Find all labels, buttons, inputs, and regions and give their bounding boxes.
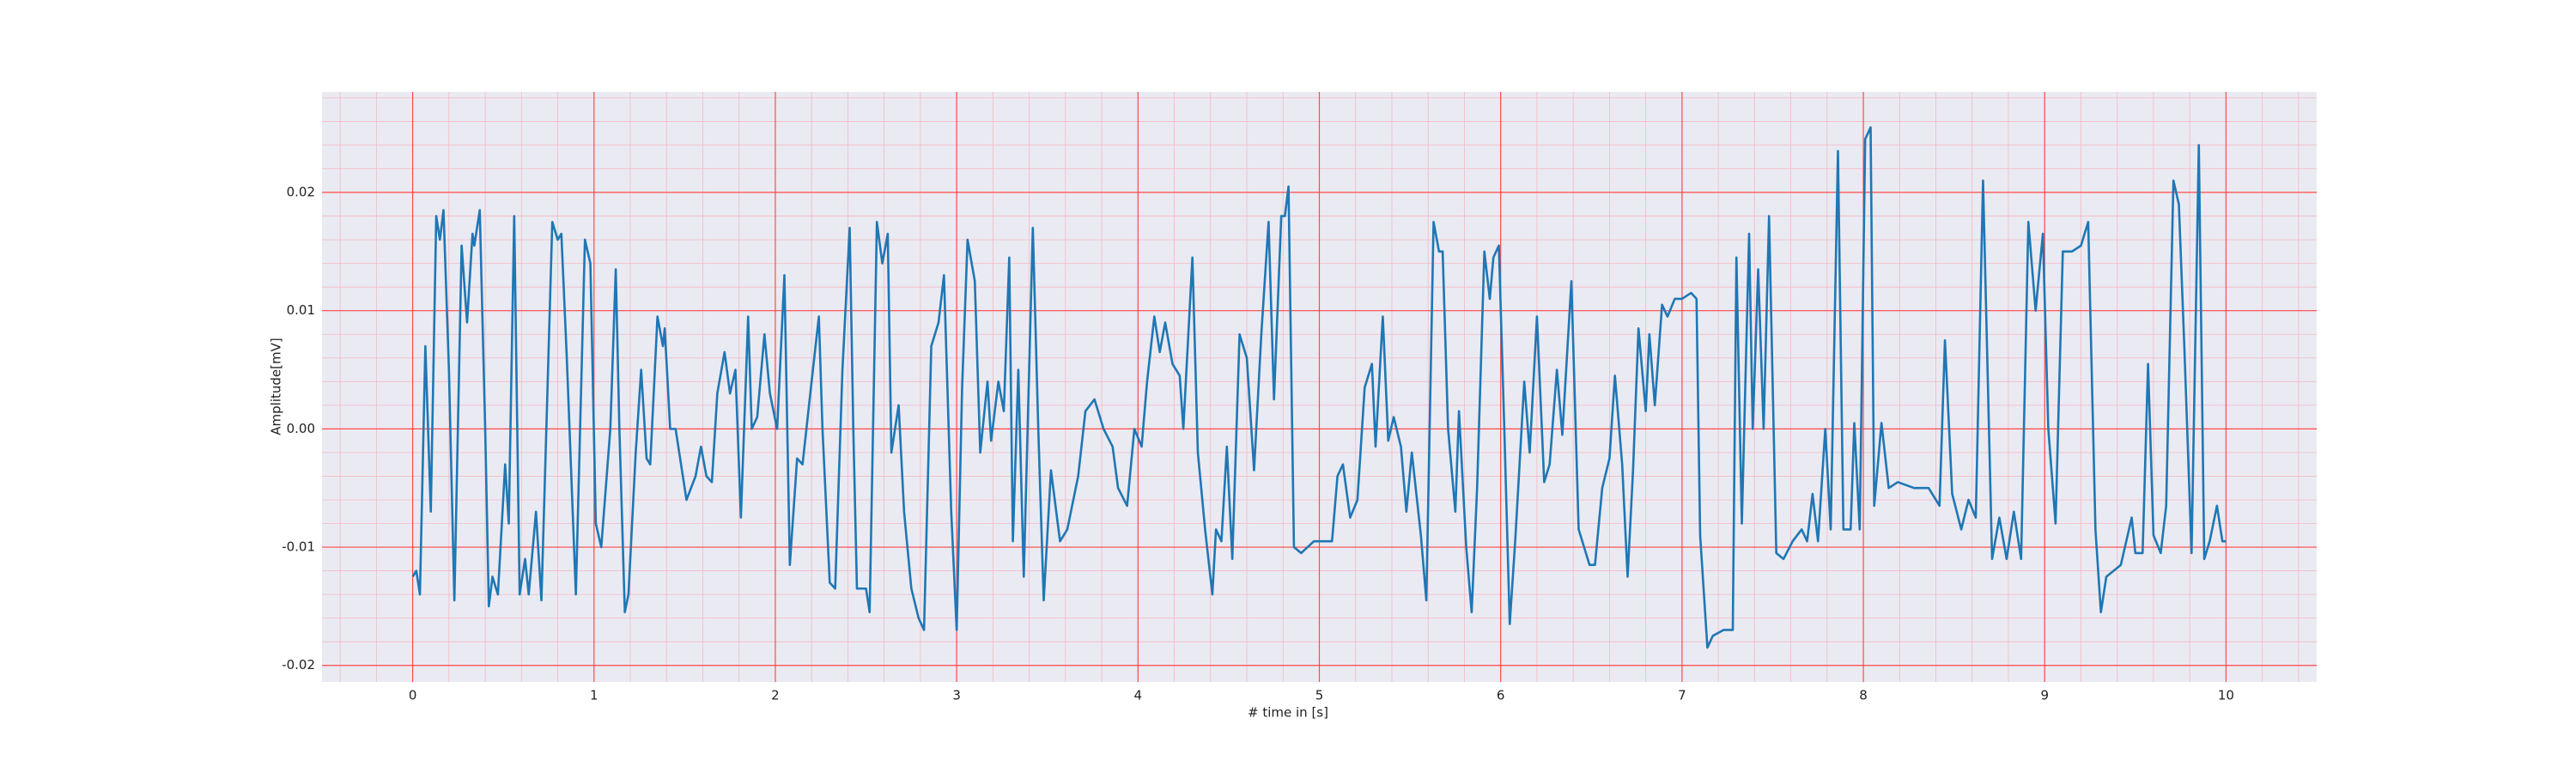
x-tick-label: 4 bbox=[1134, 688, 1143, 703]
x-tick-label: 3 bbox=[952, 688, 961, 703]
y-tick-label: 0.00 bbox=[287, 421, 315, 436]
x-tick-label: 10 bbox=[2218, 688, 2234, 703]
x-tick-label: 8 bbox=[1859, 688, 1868, 703]
x-tick-label: 5 bbox=[1315, 688, 1324, 703]
x-tick-label: 2 bbox=[771, 688, 780, 703]
x-axis-label: # time in [s] bbox=[1248, 705, 1328, 721]
y-tick-label: -0.01 bbox=[282, 539, 315, 555]
y-tick-label: 0.01 bbox=[287, 302, 315, 318]
x-tick-label: 7 bbox=[1678, 688, 1686, 703]
x-tick-label: 0 bbox=[409, 688, 417, 703]
y-tick-label: 0.02 bbox=[287, 185, 315, 200]
x-tick-label: 1 bbox=[590, 688, 598, 703]
x-tick-label: 6 bbox=[1497, 688, 1505, 703]
y-tick-label: -0.02 bbox=[282, 657, 315, 673]
signal-line bbox=[411, 126, 2227, 649]
y-axis-label: Amplitude[mV] bbox=[269, 338, 284, 435]
x-tick-label: 9 bbox=[2040, 688, 2049, 703]
